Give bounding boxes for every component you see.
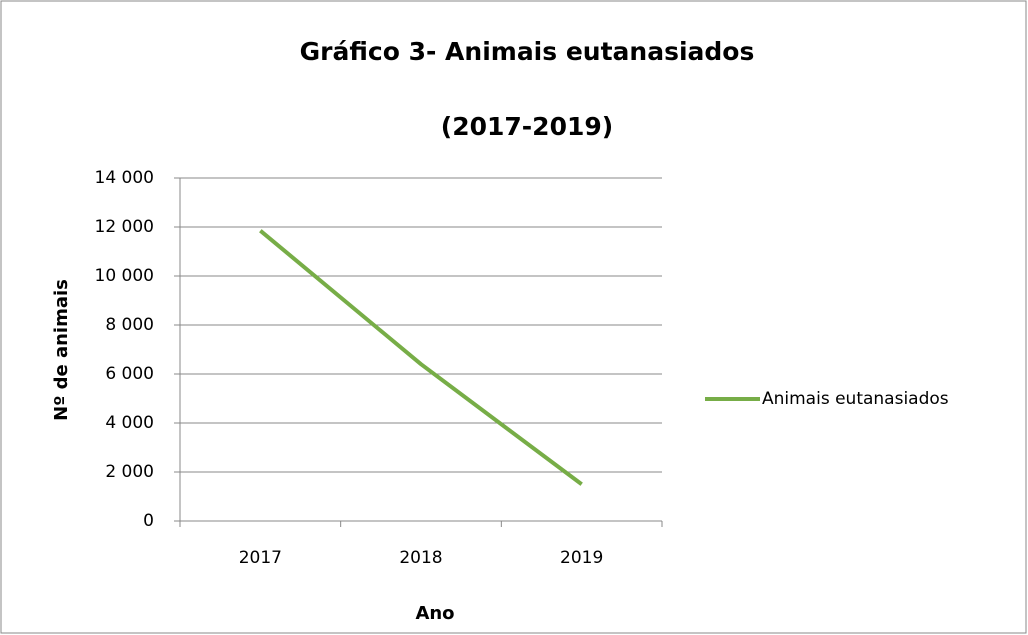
chart-subtitle: (2017-2019): [441, 112, 613, 141]
chart-title: Gráfico 3- Animais eutanasiados: [300, 37, 755, 66]
x-tick-label: 2017: [239, 548, 282, 568]
x-axis-title: Ano: [415, 603, 454, 624]
x-tick-label: 2019: [560, 548, 603, 568]
legend-label: Animais eutanasiados: [762, 389, 949, 409]
series-line: [259, 229, 583, 486]
y-tick-label: 4 000: [105, 413, 154, 433]
y-tick-label: 14 000: [95, 168, 154, 188]
y-tick-label: 12 000: [95, 217, 154, 237]
y-tick-label: 10 000: [95, 266, 154, 286]
y-tick-label: 0: [143, 511, 154, 531]
y-tick-label: 8 000: [105, 315, 154, 335]
x-tick-label: 2018: [399, 548, 442, 568]
y-tick-label: 6 000: [105, 364, 154, 384]
y-axis-title: Nº de animais: [51, 279, 72, 421]
y-tick-label: 2 000: [105, 462, 154, 482]
